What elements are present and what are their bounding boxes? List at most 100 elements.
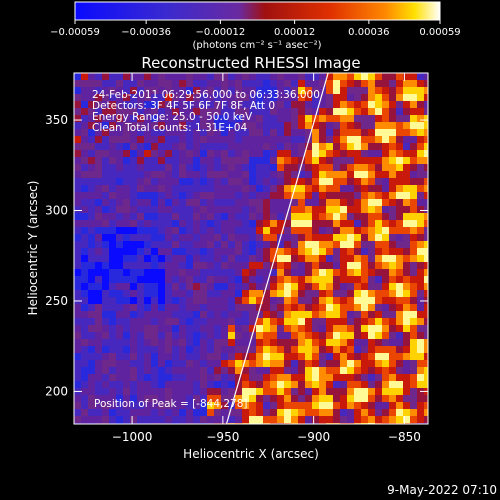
heatmap-pixel bbox=[305, 101, 312, 108]
heatmap-pixel bbox=[207, 325, 214, 332]
heatmap-pixel bbox=[263, 234, 270, 241]
heatmap-pixel bbox=[333, 171, 340, 178]
heatmap-pixel bbox=[375, 297, 382, 304]
heatmap-pixel bbox=[109, 339, 116, 346]
heatmap-pixel bbox=[305, 80, 312, 87]
heatmap-pixel bbox=[95, 80, 102, 87]
heatmap-pixel bbox=[298, 262, 305, 269]
heatmap-pixel bbox=[333, 129, 340, 136]
heatmap-pixel bbox=[375, 164, 382, 171]
heatmap-pixel bbox=[172, 374, 179, 381]
heatmap-pixel bbox=[179, 80, 186, 87]
heatmap-pixel bbox=[312, 164, 319, 171]
heatmap-pixel bbox=[158, 171, 165, 178]
heatmap-pixel bbox=[368, 101, 375, 108]
heatmap-pixel bbox=[368, 199, 375, 206]
heatmap-pixel bbox=[186, 255, 193, 262]
heatmap-pixel bbox=[207, 283, 214, 290]
heatmap-pixel bbox=[319, 220, 326, 227]
heatmap-pixel bbox=[263, 339, 270, 346]
heatmap-pixel bbox=[179, 276, 186, 283]
heatmap-pixel bbox=[165, 129, 172, 136]
heatmap-pixel bbox=[333, 220, 340, 227]
heatmap-pixel bbox=[116, 87, 123, 94]
heatmap-pixel bbox=[291, 192, 298, 199]
heatmap-pixel bbox=[88, 353, 95, 360]
heatmap-pixel bbox=[312, 73, 319, 80]
heatmap-pixel bbox=[375, 409, 382, 416]
heatmap-pixel bbox=[249, 227, 256, 234]
heatmap-pixel bbox=[312, 178, 319, 185]
heatmap-pixel bbox=[123, 388, 130, 395]
heatmap-pixel bbox=[277, 311, 284, 318]
heatmap-pixel bbox=[277, 73, 284, 80]
heatmap-pixel bbox=[368, 143, 375, 150]
heatmap-pixel bbox=[81, 143, 88, 150]
heatmap-pixel bbox=[165, 353, 172, 360]
heatmap-pixel bbox=[312, 94, 319, 101]
heatmap-pixel bbox=[228, 353, 235, 360]
colorbar-unit-label: (photons cm⁻² s⁻¹ asec⁻²) bbox=[192, 40, 321, 51]
heatmap-pixel bbox=[319, 136, 326, 143]
heatmap-pixel bbox=[214, 80, 221, 87]
heatmap-pixel bbox=[137, 381, 144, 388]
heatmap-pixel bbox=[375, 353, 382, 360]
heatmap-pixel bbox=[207, 388, 214, 395]
heatmap-pixel bbox=[326, 171, 333, 178]
heatmap-pixel bbox=[382, 220, 389, 227]
heatmap-pixel bbox=[389, 122, 396, 129]
heatmap-pixel bbox=[277, 122, 284, 129]
heatmap-pixel bbox=[347, 290, 354, 297]
heatmap-pixel bbox=[74, 248, 81, 255]
heatmap-pixel bbox=[179, 367, 186, 374]
heatmap-pixel bbox=[193, 402, 200, 409]
heatmap-pixel bbox=[109, 409, 116, 416]
heatmap-pixel bbox=[361, 108, 368, 115]
heatmap-pixel bbox=[81, 129, 88, 136]
heatmap-pixel bbox=[326, 143, 333, 150]
heatmap-pixel bbox=[319, 283, 326, 290]
heatmap-pixel bbox=[375, 290, 382, 297]
heatmap-pixel bbox=[235, 185, 242, 192]
heatmap-pixel bbox=[354, 143, 361, 150]
heatmap-pixel bbox=[186, 395, 193, 402]
heatmap-pixel bbox=[137, 150, 144, 157]
heatmap-pixel bbox=[312, 227, 319, 234]
heatmap-pixel bbox=[74, 220, 81, 227]
heatmap-pixel bbox=[172, 311, 179, 318]
heatmap-pixel bbox=[144, 353, 151, 360]
heatmap-pixel bbox=[214, 199, 221, 206]
heatmap-pixel bbox=[179, 115, 186, 122]
heatmap-pixel bbox=[263, 73, 270, 80]
heatmap-pixel bbox=[368, 290, 375, 297]
heatmap-pixel bbox=[74, 227, 81, 234]
heatmap-pixel bbox=[235, 220, 242, 227]
heatmap-pixel bbox=[221, 241, 228, 248]
heatmap-pixel bbox=[116, 136, 123, 143]
heatmap-pixel bbox=[354, 283, 361, 290]
heatmap-pixel bbox=[137, 255, 144, 262]
heatmap-pixel bbox=[396, 164, 403, 171]
heatmap-pixel bbox=[347, 192, 354, 199]
heatmap-pixel bbox=[214, 234, 221, 241]
heatmap-pixel bbox=[424, 220, 428, 227]
x-axis-label: Heliocentric X (arcsec) bbox=[183, 447, 319, 461]
heatmap-pixel bbox=[340, 290, 347, 297]
heatmap-pixel bbox=[207, 199, 214, 206]
heatmap-pixel bbox=[375, 129, 382, 136]
heatmap-pixel bbox=[158, 409, 165, 416]
heatmap-pixel bbox=[81, 360, 88, 367]
heatmap-pixel bbox=[361, 339, 368, 346]
heatmap-pixel bbox=[256, 115, 263, 122]
heatmap-pixel bbox=[221, 381, 228, 388]
heatmap-pixel bbox=[368, 318, 375, 325]
heatmap-pixel bbox=[228, 150, 235, 157]
heatmap-pixel bbox=[389, 409, 396, 416]
heatmap-pixel bbox=[375, 192, 382, 199]
heatmap-pixel bbox=[340, 339, 347, 346]
heatmap-pixel bbox=[270, 381, 277, 388]
heatmap-pixel bbox=[417, 353, 424, 360]
heatmap-pixel bbox=[284, 325, 291, 332]
heatmap-pixel bbox=[354, 192, 361, 199]
heatmap-pixel bbox=[382, 241, 389, 248]
